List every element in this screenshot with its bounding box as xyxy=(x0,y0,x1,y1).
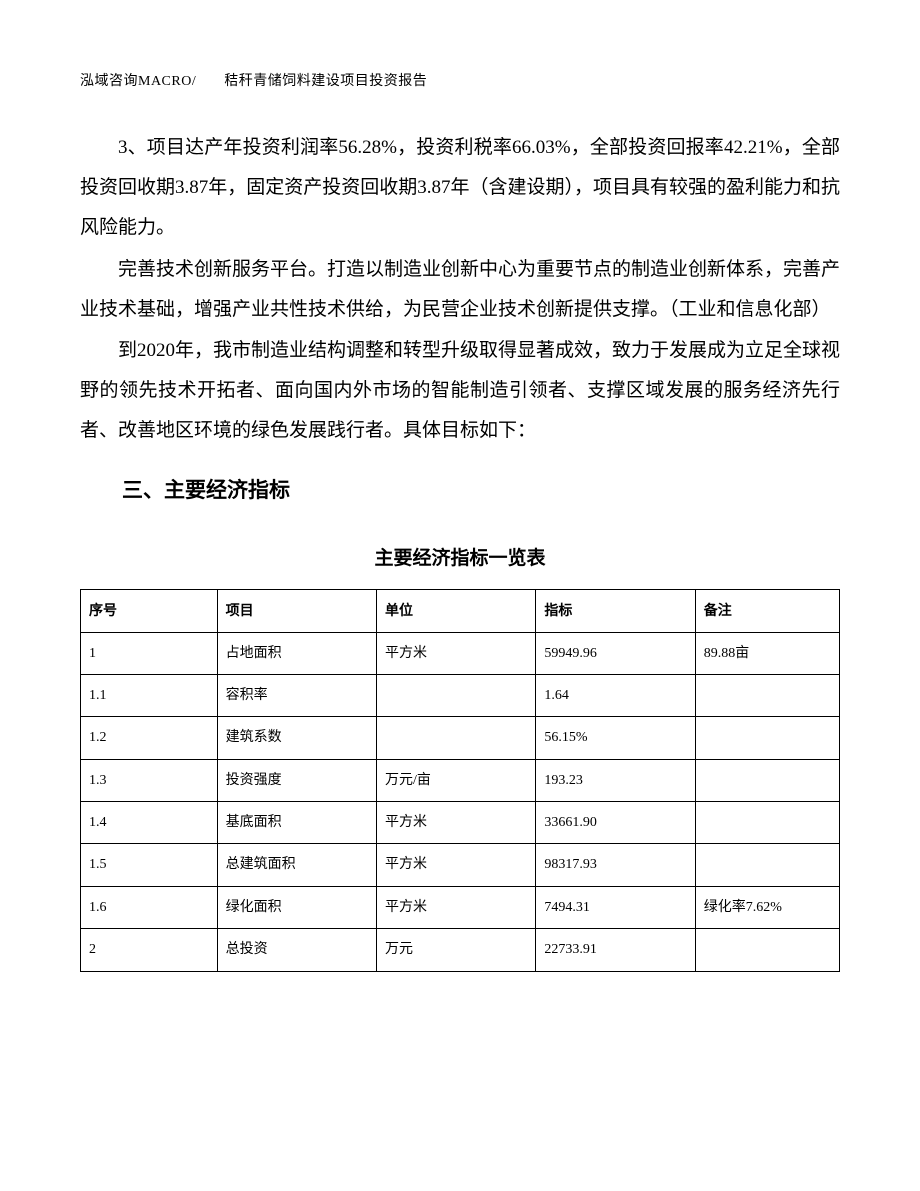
cell-seq: 1.3 xyxy=(81,759,218,801)
cell-note: 89.88亩 xyxy=(695,632,839,674)
cell-seq: 1.5 xyxy=(81,844,218,886)
cell-note xyxy=(695,844,839,886)
table-row: 1 占地面积 平方米 59949.96 89.88亩 xyxy=(81,632,840,674)
cell-value: 56.15% xyxy=(536,717,695,759)
cell-unit: 平方米 xyxy=(376,802,535,844)
table-row: 1.4 基底面积 平方米 33661.90 xyxy=(81,802,840,844)
cell-unit xyxy=(376,717,535,759)
cell-seq: 1.6 xyxy=(81,886,218,928)
paragraph-3: 到2020年，我市制造业结构调整和转型升级取得显著成效，致力于发展成为立足全球视… xyxy=(80,331,840,451)
table-row: 1.3 投资强度 万元/亩 193.23 xyxy=(81,759,840,801)
header-company: 泓域咨询MACRO/ xyxy=(80,74,196,89)
cell-seq: 1.4 xyxy=(81,802,218,844)
cell-unit: 平方米 xyxy=(376,632,535,674)
cell-value: 33661.90 xyxy=(536,802,695,844)
table-row: 1.6 绿化面积 平方米 7494.31 绿化率7.62% xyxy=(81,886,840,928)
cell-note xyxy=(695,674,839,716)
cell-unit: 平方米 xyxy=(376,886,535,928)
cell-note xyxy=(695,802,839,844)
cell-value: 98317.93 xyxy=(536,844,695,886)
cell-item: 占地面积 xyxy=(217,632,376,674)
economic-indicators-table: 序号 项目 单位 指标 备注 1 占地面积 平方米 59949.96 89.88… xyxy=(80,589,840,972)
cell-item: 绿化面积 xyxy=(217,886,376,928)
cell-unit xyxy=(376,674,535,716)
cell-value: 59949.96 xyxy=(536,632,695,674)
cell-note xyxy=(695,717,839,759)
cell-unit: 万元 xyxy=(376,929,535,971)
cell-value: 22733.91 xyxy=(536,929,695,971)
table-title: 主要经济指标一览表 xyxy=(80,539,840,579)
table-row: 1.2 建筑系数 56.15% xyxy=(81,717,840,759)
cell-seq: 1.2 xyxy=(81,717,218,759)
cell-value: 7494.31 xyxy=(536,886,695,928)
cell-note: 绿化率7.62% xyxy=(695,886,839,928)
cell-item: 投资强度 xyxy=(217,759,376,801)
header-doc-title: 秸秆青储饲料建设项目投资报告 xyxy=(224,70,427,90)
table-row: 1.5 总建筑面积 平方米 98317.93 xyxy=(81,844,840,886)
cell-value: 1.64 xyxy=(536,674,695,716)
table-header-row: 序号 项目 单位 指标 备注 xyxy=(81,590,840,632)
cell-item: 建筑系数 xyxy=(217,717,376,759)
th-unit: 单位 xyxy=(376,590,535,632)
table-row: 2 总投资 万元 22733.91 xyxy=(81,929,840,971)
cell-item: 基底面积 xyxy=(217,802,376,844)
paragraph-2: 完善技术创新服务平台。打造以制造业创新中心为重要节点的制造业创新体系，完善产业技… xyxy=(80,250,840,330)
th-note: 备注 xyxy=(695,590,839,632)
th-value: 指标 xyxy=(536,590,695,632)
section-heading: 三、主要经济指标 xyxy=(80,469,840,513)
cell-unit: 平方米 xyxy=(376,844,535,886)
cell-item: 总建筑面积 xyxy=(217,844,376,886)
cell-note xyxy=(695,929,839,971)
table-row: 1.1 容积率 1.64 xyxy=(81,674,840,716)
th-item: 项目 xyxy=(217,590,376,632)
cell-unit: 万元/亩 xyxy=(376,759,535,801)
cell-seq: 1 xyxy=(81,632,218,674)
paragraph-1: 3、项目达产年投资利润率56.28%，投资利税率66.03%，全部投资回报率42… xyxy=(80,128,840,248)
page-header: 泓域咨询MACRO/ 秸秆青储饲料建设项目投资报告 xyxy=(80,70,840,90)
document-body: 3、项目达产年投资利润率56.28%，投资利税率66.03%，全部投资回报率42… xyxy=(80,128,840,972)
cell-item: 容积率 xyxy=(217,674,376,716)
cell-seq: 2 xyxy=(81,929,218,971)
th-seq: 序号 xyxy=(81,590,218,632)
cell-seq: 1.1 xyxy=(81,674,218,716)
cell-note xyxy=(695,759,839,801)
cell-value: 193.23 xyxy=(536,759,695,801)
cell-item: 总投资 xyxy=(217,929,376,971)
